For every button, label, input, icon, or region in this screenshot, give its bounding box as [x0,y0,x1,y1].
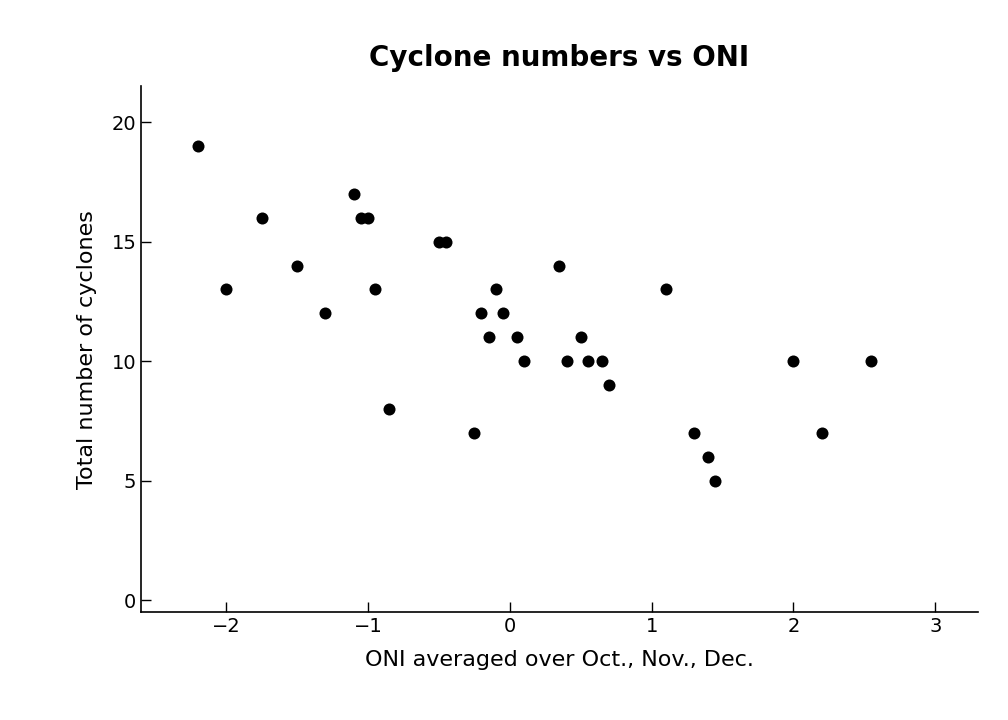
Point [708,475,724,487]
Y-axis label: Total number of cyclones: Total number of cyclones [78,210,98,489]
Point [481,331,497,343]
Point [863,356,879,367]
Point [701,451,717,462]
Point [437,236,454,248]
Point [594,356,610,367]
Point [601,379,617,391]
Point [785,356,801,367]
Point [488,284,504,295]
Point [686,427,703,438]
Point [658,284,674,295]
Point [813,427,830,438]
Point [254,212,270,223]
Point [495,307,511,319]
Point [474,307,490,319]
Point [551,260,568,271]
Point [190,140,206,152]
Point [353,212,369,223]
Point [318,307,334,319]
Point [289,260,305,271]
Point [509,331,525,343]
Point [367,284,383,295]
Point [580,356,596,367]
X-axis label: ONI averaged over Oct., Nov., Dec.: ONI averaged over Oct., Nov., Dec. [365,649,754,670]
Point [346,188,362,199]
Point [558,356,575,367]
Point [516,356,532,367]
Title: Cyclone numbers vs ONI: Cyclone numbers vs ONI [369,44,750,71]
Point [381,403,397,415]
Point [573,331,589,343]
Point [430,236,447,248]
Point [218,284,234,295]
Point [360,212,376,223]
Point [467,427,483,438]
